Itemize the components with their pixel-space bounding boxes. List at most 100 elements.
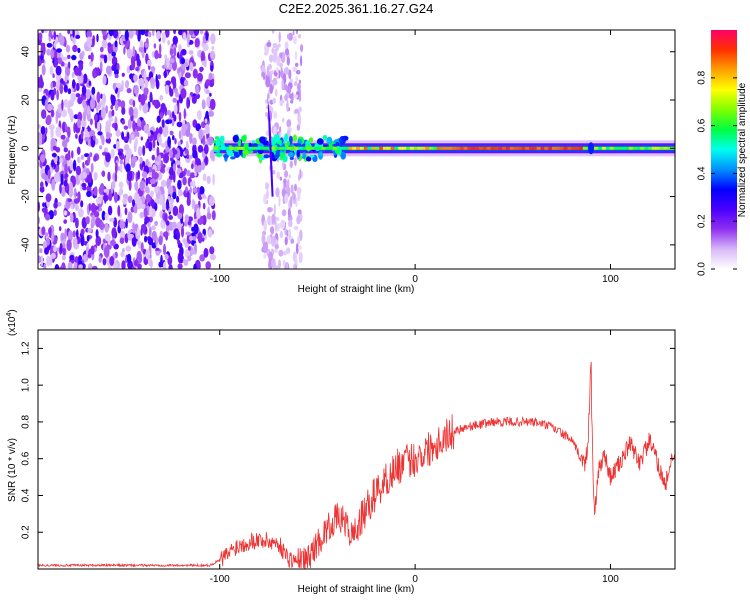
noise-speck	[100, 107, 106, 119]
carrier-blob	[342, 135, 349, 141]
noise-speck	[96, 66, 100, 76]
carrier-core	[225, 146, 230, 150]
carrier-core	[667, 146, 672, 150]
noise-speck	[85, 216, 90, 225]
noise-speck	[106, 65, 112, 75]
y-tick-label: 1.2	[21, 341, 32, 355]
noise-speck	[294, 108, 300, 114]
noise-speck	[119, 237, 125, 244]
carrier-core	[463, 146, 468, 150]
noise-speck	[196, 207, 201, 220]
noise-speck	[204, 118, 208, 124]
noise-speck	[86, 235, 90, 242]
carrier-core	[617, 146, 622, 150]
noise-speck	[279, 176, 282, 181]
noise-speck	[185, 140, 189, 150]
noise-speck	[82, 111, 87, 122]
noise-speck	[48, 30, 52, 39]
noise-speck	[103, 188, 109, 193]
noise-speck	[39, 248, 43, 254]
noise-speck	[265, 111, 268, 118]
noise-speck	[261, 71, 265, 78]
noise-speck	[283, 259, 286, 268]
noise-speck	[285, 262, 289, 269]
noise-speck	[117, 205, 121, 217]
noise-speck	[38, 136, 43, 146]
noise-speck	[67, 261, 73, 269]
noise-speck	[133, 74, 138, 82]
x-tick-label: 100	[602, 274, 619, 285]
noise-speck	[186, 32, 190, 44]
noise-speck	[63, 84, 68, 93]
noise-speck	[197, 72, 203, 82]
noise-speck	[51, 179, 56, 191]
carrier-blob	[322, 134, 328, 141]
noise-speck	[126, 170, 133, 182]
carrier-core	[559, 146, 564, 150]
noise-speck	[185, 186, 188, 194]
carrier-core	[502, 146, 507, 150]
carrier-core	[240, 146, 246, 150]
noise-speck	[178, 189, 183, 197]
noise-speck	[41, 226, 46, 236]
noise-speck	[281, 78, 285, 91]
noise-speck	[186, 154, 189, 159]
noise-speck	[170, 157, 174, 162]
noise-speck	[65, 137, 70, 143]
noise-speck	[53, 42, 57, 48]
noise-speck	[64, 74, 68, 83]
noise-speck	[276, 171, 281, 179]
noise-speck	[121, 72, 125, 77]
carrier-core	[367, 146, 372, 150]
noise-speck	[268, 251, 273, 262]
carrier-core	[517, 146, 522, 150]
noise-speck	[63, 210, 68, 216]
noise-speck	[151, 182, 156, 188]
carrier-core	[444, 146, 449, 150]
spectrogram-y-label: Frequency (Hz)	[7, 116, 18, 185]
noise-speck	[198, 128, 203, 141]
colorbar-label: Normalized spectral amplitude	[737, 82, 748, 217]
carrier-core	[344, 146, 349, 150]
noise-speck	[159, 194, 164, 206]
noise-speck	[294, 183, 297, 192]
noise-speck	[125, 218, 128, 229]
carrier-core	[409, 146, 415, 150]
noise-speck	[135, 66, 140, 72]
noise-speck	[149, 95, 153, 103]
noise-speck	[151, 242, 157, 249]
noise-speck	[165, 146, 170, 153]
noise-speck	[59, 183, 62, 194]
noise-speck	[48, 227, 52, 237]
noise-speck	[173, 47, 177, 57]
noise-speck	[124, 30, 129, 42]
noise-speck	[196, 186, 200, 194]
carrier-core	[567, 146, 572, 150]
noise-speck	[51, 231, 55, 243]
noise-speck	[293, 263, 296, 269]
y-tick-label: -20	[21, 189, 32, 204]
carrier-core	[283, 146, 288, 150]
noise-speck	[142, 102, 149, 114]
carrier-core	[233, 146, 238, 150]
noise-speck	[184, 214, 189, 223]
noise-speck	[172, 35, 178, 45]
carrier-core	[452, 146, 457, 150]
carrier-core	[436, 146, 441, 150]
noise-speck	[46, 48, 51, 56]
noise-speck	[273, 235, 276, 242]
noise-speck	[144, 79, 149, 88]
noise-speck	[59, 35, 65, 46]
noise-speck	[68, 108, 73, 118]
carrier-core	[432, 146, 438, 150]
carrier-core	[613, 146, 618, 150]
noise-speck	[138, 77, 145, 87]
noise-speck	[293, 225, 299, 231]
noise-speck	[199, 254, 206, 262]
noise-speck	[143, 87, 149, 96]
noise-speck	[162, 243, 167, 255]
y-tick-label: -40	[21, 237, 32, 252]
noise-speck	[189, 62, 194, 72]
noise-speck	[60, 186, 66, 197]
carrier-core	[628, 146, 634, 150]
